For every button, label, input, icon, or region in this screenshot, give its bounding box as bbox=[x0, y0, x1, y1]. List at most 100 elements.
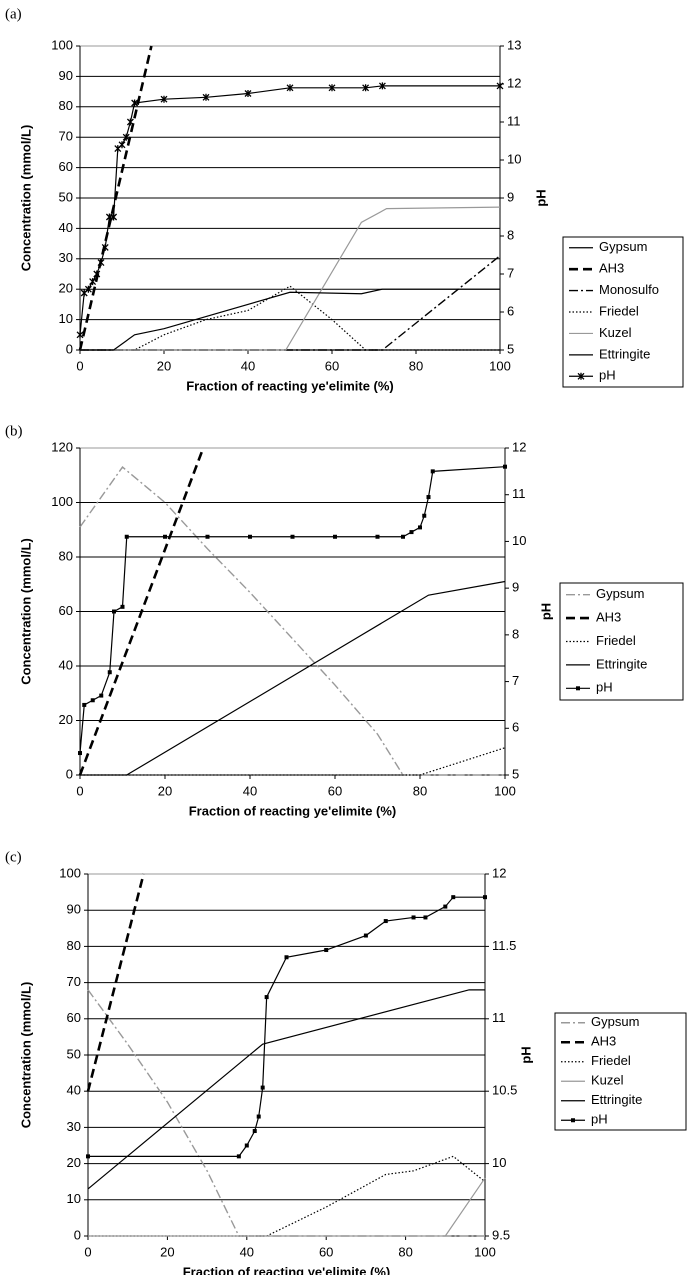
y-axis-title: Concentration (mmol/L) bbox=[18, 125, 33, 272]
y-tick-label: 50 bbox=[67, 1046, 81, 1061]
y2-tick-label: 11 bbox=[492, 1010, 506, 1025]
x-tick-label: 20 bbox=[157, 358, 171, 373]
x-tick-label: 100 bbox=[474, 1244, 496, 1259]
y2-tick-label: 5 bbox=[507, 341, 514, 356]
series-line bbox=[87, 989, 485, 1190]
marker bbox=[363, 933, 368, 938]
y-tick-label: 60 bbox=[59, 159, 73, 174]
marker bbox=[101, 243, 109, 251]
panel-label: (a) bbox=[5, 6, 22, 22]
y2-tick-label: 7 bbox=[507, 265, 514, 280]
x-tick-label: 20 bbox=[160, 1244, 174, 1259]
y-tick-label: 100 bbox=[51, 37, 73, 52]
marker bbox=[451, 895, 456, 900]
y-tick-label: 10 bbox=[67, 1191, 81, 1206]
legend-label: Kuzel bbox=[591, 1073, 624, 1088]
series-line bbox=[88, 1177, 486, 1237]
y-tick-label: 20 bbox=[67, 1155, 81, 1170]
marker bbox=[76, 331, 84, 339]
series-line bbox=[79, 466, 506, 754]
series-line bbox=[80, 255, 501, 351]
y2-tick-label: 9 bbox=[507, 189, 514, 204]
y2-axis-title: pH bbox=[538, 603, 553, 620]
y2-tick-label: 10 bbox=[507, 151, 521, 166]
y-tick-label: 40 bbox=[67, 1083, 81, 1098]
marker bbox=[430, 469, 435, 474]
marker bbox=[112, 609, 116, 614]
y-tick-label: 0 bbox=[74, 1227, 81, 1242]
series-line bbox=[80, 285, 500, 351]
y2-tick-label: 11.5 bbox=[492, 938, 516, 953]
panel-label: (b) bbox=[5, 423, 23, 439]
marker bbox=[236, 1154, 241, 1159]
marker bbox=[84, 285, 92, 293]
marker bbox=[82, 702, 87, 707]
marker bbox=[264, 995, 269, 1000]
legend-label: Gypsum bbox=[591, 1014, 639, 1029]
y-tick-label: 20 bbox=[59, 281, 73, 296]
legend-label: Gypsum bbox=[596, 586, 644, 601]
marker bbox=[577, 372, 585, 380]
marker bbox=[244, 1143, 249, 1148]
y-tick-label: 120 bbox=[51, 439, 73, 454]
marker bbox=[576, 686, 580, 691]
y2-tick-label: 10.5 bbox=[492, 1083, 517, 1098]
marker bbox=[97, 259, 105, 267]
x-tick-label: 0 bbox=[76, 358, 83, 373]
marker bbox=[375, 534, 380, 539]
x-tick-label: 40 bbox=[240, 1244, 254, 1259]
marker bbox=[503, 464, 507, 469]
y-tick-label: 30 bbox=[67, 1119, 81, 1134]
y-tick-label: 30 bbox=[59, 250, 73, 265]
x-tick-label: 60 bbox=[328, 783, 342, 798]
marker bbox=[483, 895, 487, 900]
marker bbox=[244, 90, 252, 97]
series-line bbox=[79, 466, 505, 776]
marker bbox=[286, 84, 294, 92]
y2-tick-label: 10 bbox=[492, 1155, 506, 1170]
y-tick-label: 80 bbox=[67, 938, 81, 953]
series-line bbox=[80, 206, 501, 351]
x-tick-label: 40 bbox=[241, 358, 255, 373]
legend-label: Ettringite bbox=[599, 346, 650, 361]
y-axis-title: Concentration (mmol/L) bbox=[18, 538, 33, 685]
legend-label: Monosulfo bbox=[599, 282, 659, 297]
legend-label: Friedel bbox=[599, 303, 639, 318]
legend-label: AH3 bbox=[591, 1034, 616, 1049]
series-line bbox=[87, 989, 485, 1237]
y-tick-label: 80 bbox=[59, 548, 73, 563]
marker bbox=[401, 534, 405, 539]
y2-tick-label: 9.5 bbox=[492, 1227, 510, 1242]
legend-label: Kuzel bbox=[599, 325, 632, 340]
marker bbox=[260, 1085, 265, 1090]
marker bbox=[496, 82, 504, 90]
series-line bbox=[80, 288, 500, 351]
series-line bbox=[86, 873, 145, 1092]
y2-tick-label: 6 bbox=[507, 303, 514, 318]
marker bbox=[324, 948, 329, 953]
y2-axis-title: pH bbox=[533, 189, 548, 206]
x-tick-label: 20 bbox=[158, 783, 172, 798]
y-tick-label: 70 bbox=[67, 974, 81, 989]
y-tick-label: 0 bbox=[66, 766, 73, 781]
marker bbox=[122, 133, 130, 141]
marker bbox=[90, 698, 95, 703]
marker bbox=[86, 1154, 90, 1159]
legend-label: AH3 bbox=[599, 261, 624, 276]
y-tick-label: 100 bbox=[59, 865, 81, 880]
x-tick-label: 80 bbox=[413, 783, 427, 798]
marker bbox=[89, 278, 97, 286]
legend-box bbox=[554, 1012, 687, 1131]
y2-tick-label: 7 bbox=[512, 673, 519, 688]
x-tick-label: 60 bbox=[319, 1244, 333, 1259]
series-line bbox=[79, 85, 500, 335]
series-line bbox=[80, 747, 506, 776]
marker bbox=[422, 513, 427, 518]
x-axis-title: Fraction of reacting ye'elimite (%) bbox=[189, 803, 397, 818]
legend-label: AH3 bbox=[596, 610, 621, 625]
x-tick-label: 80 bbox=[409, 358, 423, 373]
y2-tick-label: 11 bbox=[512, 486, 526, 501]
legend-label: Friedel bbox=[596, 633, 636, 648]
x-tick-label: 0 bbox=[84, 1244, 91, 1259]
